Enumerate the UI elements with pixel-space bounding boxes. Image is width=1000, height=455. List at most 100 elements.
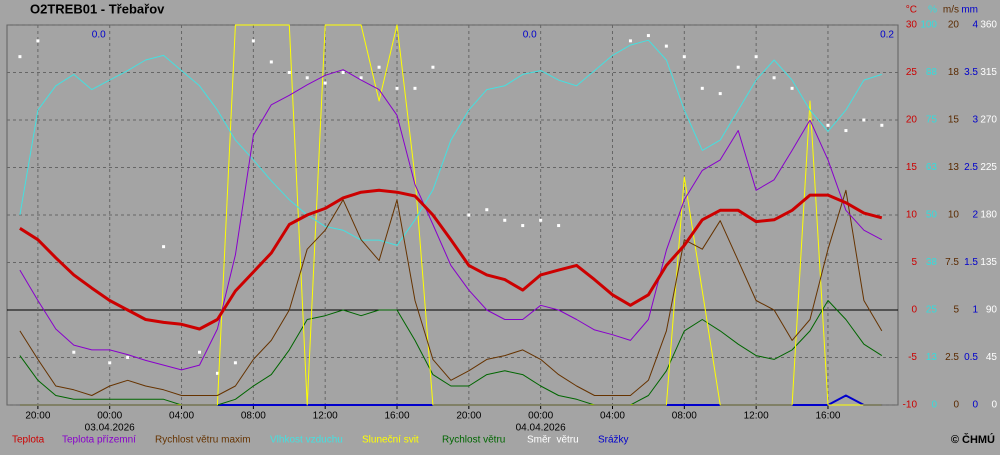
- y-tick-label: 10: [948, 210, 960, 221]
- y-tick-label: 3: [972, 115, 978, 126]
- y-tick-label: 360: [980, 20, 997, 31]
- direction-dot: [197, 350, 201, 354]
- y-tick-label: 1: [972, 305, 978, 316]
- direction-dot: [754, 55, 758, 59]
- direction-dot: [772, 76, 776, 80]
- direction-dot: [269, 60, 273, 64]
- direction-dot: [305, 76, 309, 80]
- direction-dot: [395, 86, 399, 90]
- direction-dot: [36, 39, 40, 43]
- direction-dot: [287, 71, 291, 74]
- direction-dot: [628, 39, 632, 43]
- y-tick-label: 0: [972, 400, 978, 411]
- direction-dot: [557, 224, 561, 228]
- direction-dot: [862, 118, 866, 122]
- y-tick-label: 0: [991, 400, 997, 411]
- chart-title: O2TREB01 - Třebařov: [30, 1, 165, 16]
- y-tick-label: 50: [926, 210, 938, 221]
- y-tick-label: 0.5: [964, 352, 978, 363]
- series-line: [19, 24, 882, 406]
- y-tick-label: 5: [953, 305, 959, 316]
- x-tick-label: 00:00: [97, 411, 122, 422]
- y-tick-label: 2: [972, 210, 978, 221]
- axis-unit: %: [928, 5, 937, 16]
- x-tick-label: 08:00: [672, 411, 697, 422]
- y-tick-label: 1.5: [964, 257, 978, 268]
- y-tick-label: 13: [948, 162, 960, 173]
- direction-dot: [233, 361, 237, 365]
- direction-dot: [521, 224, 525, 228]
- y-tick-label: 4: [972, 20, 978, 31]
- direction-dot: [413, 86, 417, 90]
- y-tick-label: 2.5: [964, 162, 978, 173]
- direction-dot: [682, 55, 686, 59]
- direction-dot: [485, 208, 489, 212]
- series-line: [19, 69, 883, 371]
- y-tick-label: 180: [980, 210, 997, 221]
- direction-dot: [880, 123, 884, 127]
- day-total: 0.0: [92, 30, 106, 41]
- day-total: 0.2: [880, 30, 894, 41]
- direction-dot: [341, 71, 345, 74]
- direction-dot: [377, 65, 381, 69]
- y-tick-label: 10: [906, 210, 918, 221]
- legend-entry: Rychlost větru maxim: [155, 435, 251, 446]
- y-tick-label: 5: [911, 257, 917, 268]
- direction-dot: [844, 129, 848, 133]
- direction-dot: [664, 44, 668, 48]
- y-tick-label: 225: [980, 162, 997, 173]
- x-tick-label: 16:00: [384, 411, 409, 422]
- direction-dot: [790, 86, 794, 90]
- legend-entry: Sluneční svit: [362, 435, 419, 446]
- y-tick-label: 63: [926, 162, 938, 173]
- direction-dot: [431, 65, 435, 69]
- direction-dot: [18, 55, 22, 59]
- y-tick-label: 13: [926, 352, 938, 363]
- axis-unit: °C: [906, 5, 917, 16]
- axis-unit: m/s: [943, 5, 959, 16]
- y-tick-label: 15: [948, 115, 960, 126]
- legend-entry: Vlhkost vzduchu: [270, 435, 343, 446]
- series-line: [19, 39, 882, 246]
- legend-entry: Teplota: [12, 435, 45, 446]
- x-tick-label: 00:00: [528, 411, 553, 422]
- direction-dot: [162, 245, 166, 249]
- x-tick-label: 12:00: [313, 411, 338, 422]
- y-tick-label: 0: [911, 305, 917, 316]
- y-tick-label: -5: [908, 352, 917, 363]
- direction-dot: [718, 92, 722, 96]
- y-tick-label: 20: [948, 20, 960, 31]
- x-date-label: 03.04.2026: [85, 423, 135, 434]
- x-tick-label: 12:00: [744, 411, 769, 422]
- series-line: [19, 189, 883, 396]
- direction-dot: [826, 123, 830, 127]
- y-tick-label: 38: [926, 257, 938, 268]
- y-tick-label: 270: [980, 115, 997, 126]
- day-total: 0.0: [523, 30, 537, 41]
- legend-entry: Teplota přízemní: [62, 435, 136, 446]
- y-tick-label: 30: [906, 20, 918, 31]
- series-line: [19, 188, 883, 331]
- y-tick-label: 18: [948, 67, 960, 78]
- copyright: © ČHMÚ: [951, 433, 995, 446]
- direction-dot: [108, 361, 112, 365]
- direction-dot: [646, 34, 650, 38]
- direction-dot: [126, 356, 130, 359]
- y-tick-label: 135: [980, 257, 997, 268]
- y-tick-label: 0: [953, 400, 959, 411]
- direction-dot: [539, 218, 543, 222]
- y-tick-label: 3.5: [964, 67, 978, 78]
- direction-dot: [736, 65, 740, 69]
- y-tick-label: 7.5: [945, 257, 959, 268]
- x-tick-label: 16:00: [815, 411, 840, 422]
- y-tick-label: 0: [931, 400, 937, 411]
- legend-entry: Srážky: [598, 435, 629, 446]
- y-tick-label: 25: [926, 305, 938, 316]
- y-tick-label: 2.5: [945, 352, 959, 363]
- axis-unit: mm: [961, 5, 978, 16]
- direction-dot: [700, 86, 704, 90]
- direction-dot: [72, 350, 76, 354]
- y-tick-label: 88: [926, 67, 938, 78]
